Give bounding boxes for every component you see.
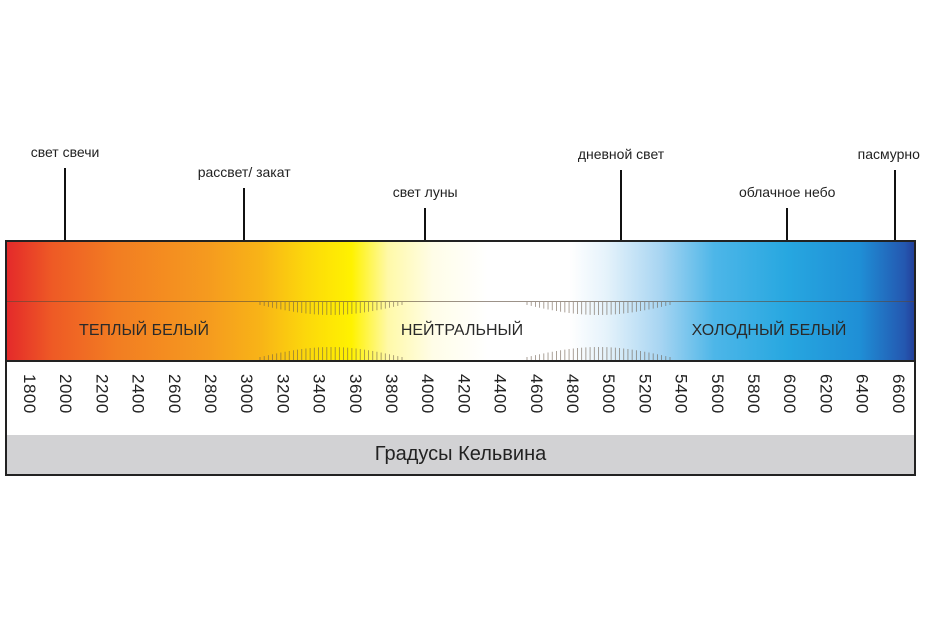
zone-cold: ХОЛОДНЫЙ БЕЛЫЙ bbox=[691, 322, 847, 339]
zone-warm: ТЕПЛЫЙ БЕЛЫЙ bbox=[79, 322, 209, 339]
scale-tick-label: 4000 bbox=[418, 374, 438, 414]
marker-stem bbox=[894, 170, 896, 270]
scale-tick-label: 3200 bbox=[273, 374, 293, 414]
marker-stem bbox=[620, 170, 622, 270]
scale-tick-label: 4400 bbox=[490, 374, 510, 414]
marker-label: свет луны bbox=[392, 184, 458, 200]
scale-tick-label: 1800 bbox=[20, 374, 39, 414]
scale-tick-label: 4200 bbox=[454, 374, 474, 414]
scale-tick-label: 6600 bbox=[888, 374, 908, 414]
scale-tick-label: 3000 bbox=[237, 374, 257, 414]
scale-tick-label: 3800 bbox=[382, 374, 401, 414]
marker-label: облачное небо bbox=[738, 184, 836, 200]
scale-tick-label: 3400 bbox=[309, 374, 329, 414]
scale-tick-label: 2200 bbox=[92, 374, 112, 414]
scale-labels: 1800 2000 2200 2400 2600 2800 3000 3200 3400 3600… bbox=[7, 360, 914, 439]
scale-tick-label: 6200 bbox=[816, 374, 836, 414]
scale-tick-label: 2600 bbox=[164, 374, 184, 414]
marker-stem bbox=[243, 188, 246, 270]
scale-tick-label: 5000 bbox=[599, 374, 619, 414]
divider-line bbox=[7, 301, 914, 302]
scale-tick-label: 3600 bbox=[345, 374, 365, 414]
scale-tick-label: 2800 bbox=[201, 374, 220, 414]
zone-neutral: НЕЙТРАЛЬНЫЙ bbox=[400, 322, 524, 339]
marker-stem bbox=[786, 208, 789, 270]
scale-tick-label: 5200 bbox=[635, 374, 655, 414]
scale-tick-label: 5800 bbox=[744, 374, 763, 414]
marker-stem bbox=[64, 168, 66, 270]
marker-label: свет свечи bbox=[30, 144, 100, 160]
marker-label: рассвет/ закат bbox=[197, 164, 291, 180]
scale-tick-label: 5600 bbox=[707, 374, 727, 414]
scale-tick-label: 6400 bbox=[852, 374, 872, 414]
scale-tick-label: 6000 bbox=[780, 374, 800, 414]
marker-label: дневной свет bbox=[577, 146, 665, 162]
unit-label: Градусы Кельвина bbox=[7, 435, 914, 474]
marker-stem bbox=[424, 208, 427, 270]
scale-tick-label: 2000 bbox=[56, 374, 76, 414]
kelvin-scale: ТЕПЛЫЙ БЕЛЫЙ НЕЙТРАЛЬНЫЙ ХОЛОДНЫЙ БЕЛЫЙ … bbox=[5, 240, 916, 476]
scale-tick-label: 4600 bbox=[526, 374, 546, 414]
hatch-ticks bbox=[259, 302, 671, 360]
scale-tick-label: 5400 bbox=[671, 374, 691, 414]
marker-label: пасмурно bbox=[857, 146, 920, 162]
scale-tick-label: 2400 bbox=[128, 374, 148, 414]
color-temperature-gradient: ТЕПЛЫЙ БЕЛЫЙ НЕЙТРАЛЬНЫЙ ХОЛОДНЫЙ БЕЛЫЙ bbox=[7, 242, 914, 360]
scale-tick-label: 4800 bbox=[563, 374, 582, 414]
